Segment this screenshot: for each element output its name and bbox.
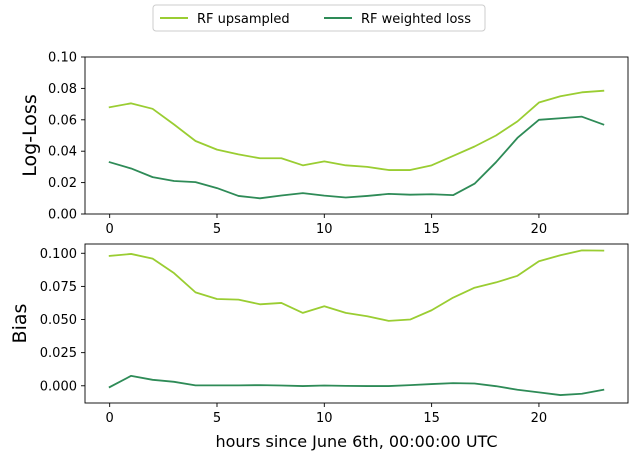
log-loss-xtick-label-0: 0 xyxy=(106,222,114,237)
log-loss-ytick-label-0.00: 0.00 xyxy=(48,208,77,223)
legend-label-rf-upsampled: RF upsampled xyxy=(197,12,290,27)
log-loss-series-rf-weighted-loss xyxy=(108,115,605,200)
bias-ytick-label-0.075: 0.075 xyxy=(40,280,77,295)
log-loss-ytick-label-0.04: 0.04 xyxy=(48,145,77,160)
log-loss-xtick-label-20: 20 xyxy=(531,222,548,237)
log-loss-xtick-label-10: 10 xyxy=(316,222,333,237)
log-loss-xtick-label-5: 5 xyxy=(213,222,221,237)
bias-axes-frame xyxy=(84,243,629,404)
legend-frame xyxy=(152,4,486,32)
log-loss-panel: 0 5 10 15 20 0.00 0.02 0.04 0.06 0.08 0.10 Log-Loss xyxy=(19,51,629,237)
bias-ylabel: Bias xyxy=(9,304,31,344)
log-loss-axes-frame xyxy=(84,56,629,215)
legend-label-rf-weighted-loss: RF weighted loss xyxy=(361,12,471,27)
log-loss-ylabel: Log-Loss xyxy=(19,94,41,176)
bias-xlabel: hours since June 6th, 00:00:00 UTC xyxy=(215,432,497,451)
bias-series-rf-upsampled xyxy=(108,249,605,322)
log-loss-xtick-label-15: 15 xyxy=(423,222,440,237)
log-loss-ytick-label-0.10: 0.10 xyxy=(48,51,77,66)
bias-xtick-label-5: 5 xyxy=(213,411,221,426)
bias-xtick-label-10: 10 xyxy=(316,411,333,426)
log-loss-ytick-label-0.08: 0.08 xyxy=(48,82,77,97)
bias-ytick-label-0.050: 0.050 xyxy=(40,313,77,328)
bias-xtick-label-15: 15 xyxy=(423,411,440,426)
log-loss-series-rf-upsampled xyxy=(108,89,605,171)
legend: RF upsampled RF weighted loss xyxy=(152,4,486,32)
bias-xtick-label-0: 0 xyxy=(106,411,114,426)
bias-series-rf-weighted-loss xyxy=(108,374,605,396)
bias-ytick-label-0.000: 0.000 xyxy=(40,379,77,394)
log-loss-ytick-label-0.06: 0.06 xyxy=(48,113,77,128)
log-loss-ytick-label-0.02: 0.02 xyxy=(48,176,77,191)
bias-ytick-label-0.025: 0.025 xyxy=(40,346,77,361)
bias-xtick-label-20: 20 xyxy=(531,411,548,426)
bias-panel: 0 5 10 15 20 0.000 0.025 0.050 0.075 0.100 Bias hou… xyxy=(9,243,629,451)
bias-ytick-label-0.100: 0.100 xyxy=(40,247,77,262)
